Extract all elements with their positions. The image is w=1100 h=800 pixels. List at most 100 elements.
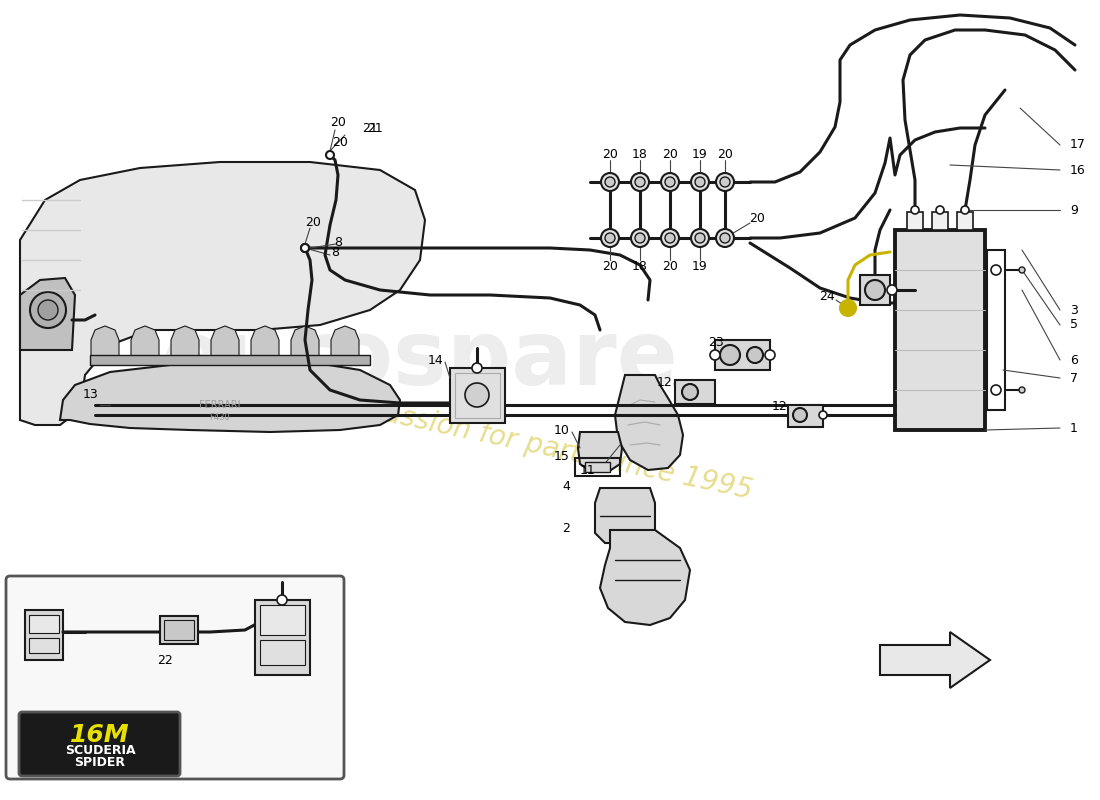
Text: 20: 20 <box>662 147 678 161</box>
Text: 24: 24 <box>820 290 835 302</box>
Circle shape <box>691 173 710 191</box>
Circle shape <box>887 285 896 295</box>
Text: SCUDERIA: SCUDERIA <box>65 743 135 757</box>
Text: 12: 12 <box>771 401 786 414</box>
Text: 14: 14 <box>427 354 443 366</box>
Text: 20: 20 <box>717 147 733 161</box>
Text: 20: 20 <box>332 135 348 149</box>
Text: 16M: 16M <box>70 723 130 747</box>
Circle shape <box>911 206 918 214</box>
Text: 18: 18 <box>632 147 648 161</box>
Polygon shape <box>880 632 990 688</box>
Bar <box>675 380 715 404</box>
Polygon shape <box>20 278 75 350</box>
Text: 5: 5 <box>1070 318 1078 331</box>
Text: 8: 8 <box>331 246 339 259</box>
Circle shape <box>301 244 309 252</box>
Circle shape <box>695 233 705 243</box>
Circle shape <box>605 177 615 187</box>
Bar <box>455 373 500 418</box>
Circle shape <box>661 229 679 247</box>
Text: 10: 10 <box>554 423 570 437</box>
Circle shape <box>820 411 827 419</box>
Circle shape <box>30 292 66 328</box>
Circle shape <box>601 173 619 191</box>
Text: 20: 20 <box>305 215 321 229</box>
Circle shape <box>720 345 740 365</box>
Polygon shape <box>578 432 621 472</box>
Bar <box>788 405 823 427</box>
Polygon shape <box>615 375 683 470</box>
Circle shape <box>961 206 969 214</box>
Text: 17: 17 <box>1070 138 1086 151</box>
Bar <box>25 610 63 660</box>
Polygon shape <box>20 162 425 425</box>
Text: 7: 7 <box>1070 371 1078 385</box>
Polygon shape <box>211 326 239 362</box>
Circle shape <box>1019 267 1025 273</box>
Circle shape <box>39 300 58 320</box>
Bar <box>585 462 611 472</box>
Polygon shape <box>170 326 199 362</box>
FancyBboxPatch shape <box>6 576 344 779</box>
Text: 18: 18 <box>632 259 648 273</box>
Text: 8: 8 <box>334 235 342 249</box>
Circle shape <box>635 177 645 187</box>
Text: 9: 9 <box>1070 203 1078 217</box>
Bar <box>160 616 198 644</box>
Text: 21: 21 <box>362 122 378 134</box>
Bar <box>255 600 310 675</box>
Polygon shape <box>60 360 400 432</box>
Circle shape <box>793 408 807 422</box>
Text: 15: 15 <box>554 450 570 462</box>
Polygon shape <box>595 488 654 543</box>
Bar <box>260 640 305 665</box>
Text: 22: 22 <box>157 654 173 666</box>
Polygon shape <box>600 530 690 625</box>
Circle shape <box>691 229 710 247</box>
Text: 23: 23 <box>708 337 724 350</box>
Circle shape <box>682 384 698 400</box>
Circle shape <box>472 363 482 373</box>
FancyBboxPatch shape <box>19 712 180 776</box>
Circle shape <box>666 233 675 243</box>
Circle shape <box>865 280 886 300</box>
Text: 21: 21 <box>367 122 383 134</box>
Text: 19: 19 <box>692 147 708 161</box>
Circle shape <box>666 177 675 187</box>
Text: 12: 12 <box>657 375 672 389</box>
Bar <box>908 212 923 230</box>
Circle shape <box>720 233 730 243</box>
Circle shape <box>277 595 287 605</box>
Bar <box>164 620 194 640</box>
Polygon shape <box>131 326 160 362</box>
Bar <box>895 230 984 430</box>
Text: SPIDER: SPIDER <box>75 757 125 770</box>
Bar <box>987 250 1005 410</box>
Text: 6: 6 <box>1070 354 1078 366</box>
Text: 2: 2 <box>562 522 570 534</box>
Text: 1: 1 <box>1070 422 1078 434</box>
Bar <box>860 275 890 305</box>
Circle shape <box>301 244 309 252</box>
Text: 13: 13 <box>82 389 98 402</box>
Circle shape <box>601 229 619 247</box>
Circle shape <box>716 173 734 191</box>
Text: 4: 4 <box>562 479 570 493</box>
Text: 3: 3 <box>1070 303 1078 317</box>
Text: F430: F430 <box>210 414 230 422</box>
Circle shape <box>936 206 944 214</box>
Bar <box>932 212 948 230</box>
Circle shape <box>840 300 856 316</box>
Text: 11: 11 <box>580 463 595 477</box>
Circle shape <box>326 151 334 159</box>
Polygon shape <box>292 326 319 362</box>
Text: 16: 16 <box>1070 163 1086 177</box>
Text: FERRARI: FERRARI <box>199 400 241 410</box>
Circle shape <box>635 233 645 243</box>
Circle shape <box>605 233 615 243</box>
Bar <box>260 605 305 635</box>
Bar <box>29 615 59 633</box>
Polygon shape <box>91 326 119 362</box>
Circle shape <box>695 177 705 187</box>
